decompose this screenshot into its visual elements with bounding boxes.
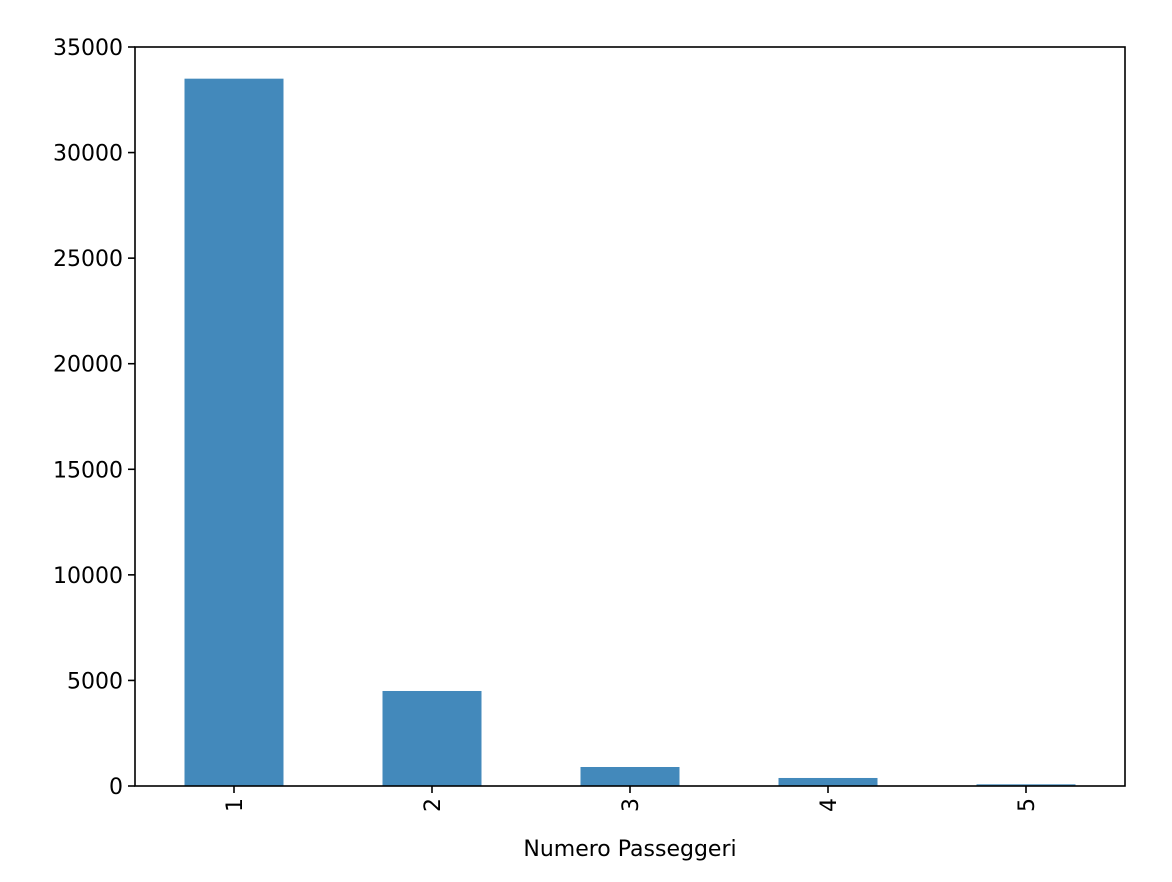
y-tick-label-15000: 15000 (53, 458, 123, 483)
y-tick-label-20000: 20000 (53, 353, 123, 378)
x-tick-label-3: 3 (619, 798, 644, 812)
x-axis-label: Numero Passeggeri (523, 837, 736, 862)
bar-4 (778, 777, 878, 786)
bars-group (184, 78, 1076, 786)
y-tick-label-0: 0 (109, 775, 123, 800)
y-tick-label-5000: 5000 (67, 669, 123, 694)
x-tick-label-2: 2 (421, 798, 446, 812)
x-tick-label-4: 4 (817, 798, 842, 812)
x-axis: 1 2 3 4 5 (223, 786, 1040, 812)
y-tick-label-35000: 35000 (53, 36, 123, 61)
y-tick-label-10000: 10000 (53, 564, 123, 589)
y-axis: 0 5000 10000 15000 20000 25000 30000 35000 (53, 36, 135, 800)
x-tick-label-1: 1 (223, 798, 248, 812)
bar-3 (580, 766, 680, 786)
bar-5 (976, 784, 1076, 786)
plot-frame (134, 46, 1126, 787)
y-tick-label-25000: 25000 (53, 247, 123, 272)
y-tick-label-30000: 30000 (53, 142, 123, 167)
x-tick-label-5: 5 (1015, 798, 1040, 812)
bar-1 (184, 78, 284, 786)
bar-2 (382, 690, 482, 786)
